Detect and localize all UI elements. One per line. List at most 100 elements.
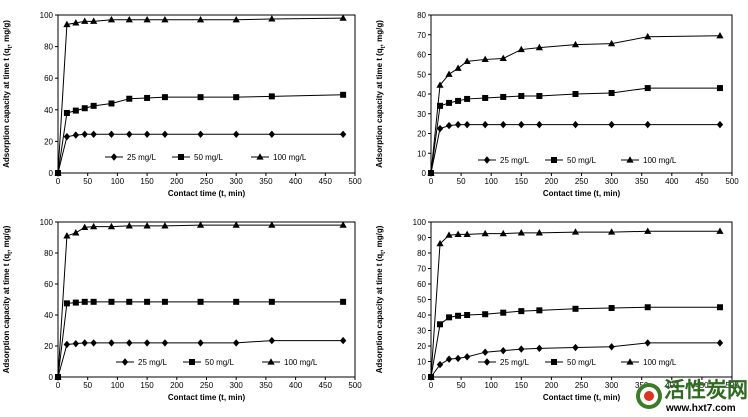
data-point (126, 130, 133, 138)
legend-entry: 25 mg/L (500, 358, 529, 367)
data-point (196, 221, 205, 228)
data-point (436, 239, 444, 247)
y-tick-label: 80 (417, 11, 426, 20)
y-tick-label: 0 (422, 169, 427, 178)
data-point (63, 20, 71, 28)
data-point (445, 355, 453, 363)
data-point (518, 92, 525, 99)
legend: 25 mg/L 50 mg/L 100 mg/L (105, 153, 307, 162)
data-point (196, 15, 205, 23)
legend-marker (256, 153, 264, 160)
data-point (90, 102, 97, 109)
data-point (436, 81, 444, 88)
y-tick-label: 80 (44, 249, 53, 258)
y-tick-label: 100 (413, 218, 427, 227)
data-point (437, 321, 444, 328)
data-point (481, 120, 489, 129)
data-point (143, 15, 151, 23)
x-tick-label: 50 (457, 381, 466, 390)
data-point (572, 343, 579, 352)
data-point (90, 222, 98, 230)
x-tick-label: 100 (485, 177, 499, 186)
x-tick-label: 500 (725, 381, 739, 390)
series-line (430, 124, 720, 174)
legend: 25 mg/L 50 mg/L 100 mg/L (478, 358, 677, 367)
data-point (644, 32, 652, 40)
y-tick-label: 100 (40, 11, 54, 20)
legend-entry: 50 mg/L (205, 358, 234, 367)
data-point (125, 222, 133, 229)
y-tick-label: 10 (417, 358, 426, 367)
data-point (482, 94, 489, 101)
data-point (63, 232, 71, 239)
data-point (499, 229, 507, 237)
data-point (339, 336, 347, 345)
x-tick-label: 200 (545, 381, 559, 390)
data-point (125, 15, 133, 23)
y-axis-label: Adsorption capacity at time t (qt, mg/g) (2, 20, 14, 168)
y-tick-label: 20 (417, 342, 426, 351)
data-point (81, 105, 88, 112)
data-point (233, 94, 240, 101)
x-tick-label: 250 (200, 381, 214, 390)
legend-marker (483, 156, 491, 164)
legend-entry: 50 mg/L (567, 156, 596, 165)
x-tick-label: 0 (429, 381, 434, 390)
data-point (233, 298, 240, 305)
data-point (340, 91, 347, 98)
x-tick-label: 400 (289, 381, 303, 390)
x-tick-label: 400 (665, 381, 679, 390)
data-point (572, 120, 579, 129)
data-point (518, 120, 525, 129)
y-tick-label: 30 (417, 327, 426, 336)
x-tick-label: 300 (230, 381, 244, 390)
legend-marker (551, 359, 557, 365)
data-point (464, 95, 471, 102)
y-tick-label: 60 (44, 74, 53, 83)
data-point (517, 229, 525, 236)
data-point (571, 40, 580, 48)
data-point (716, 31, 724, 39)
data-point (446, 314, 453, 321)
data-point (463, 353, 471, 361)
data-point (72, 131, 80, 139)
data-point (716, 304, 723, 311)
data-point (436, 360, 444, 369)
y-tick-label: 60 (417, 280, 426, 289)
legend-marker (626, 156, 634, 163)
data-point (446, 99, 453, 106)
data-point (126, 339, 133, 347)
y-tick-label: 40 (44, 311, 53, 320)
legend-entry: 100 mg/L (643, 358, 677, 367)
data-point (197, 94, 204, 101)
x-axis-label: Contact time (t, min) (168, 393, 246, 402)
data-point (463, 57, 471, 65)
x-tick-label: 100 (485, 381, 499, 390)
data-point (716, 120, 724, 129)
legend: 25 mg/L 50 mg/L 100 mg/L (478, 156, 677, 165)
watermark-logo-icon (636, 383, 662, 409)
legend-entry: 25 mg/L (138, 358, 167, 367)
data-point (161, 15, 169, 23)
x-tick-label: 250 (575, 177, 589, 186)
x-axis-label: Contact time (t, min) (543, 189, 621, 198)
data-point (536, 120, 543, 129)
legend-entry: 25 mg/L (500, 156, 529, 165)
x-tick-label: 200 (170, 177, 184, 186)
y-tick-label: 80 (417, 249, 426, 258)
data-point (108, 339, 115, 347)
data-point (72, 339, 80, 348)
data-point (445, 70, 453, 77)
y-tick-label: 0 (49, 169, 54, 178)
plot-frame (430, 221, 733, 378)
data-point (518, 345, 525, 353)
data-point (90, 130, 97, 138)
x-tick-label: 500 (725, 177, 739, 186)
x-axis-label: Contact time (t, min) (168, 189, 246, 198)
y-tick-label: 90 (417, 234, 426, 243)
x-tick-label: 500 (348, 381, 362, 390)
x-tick-label: 400 (289, 177, 303, 186)
data-point (340, 298, 347, 305)
y-tick-label: 0 (422, 373, 427, 382)
data-point (437, 102, 444, 109)
